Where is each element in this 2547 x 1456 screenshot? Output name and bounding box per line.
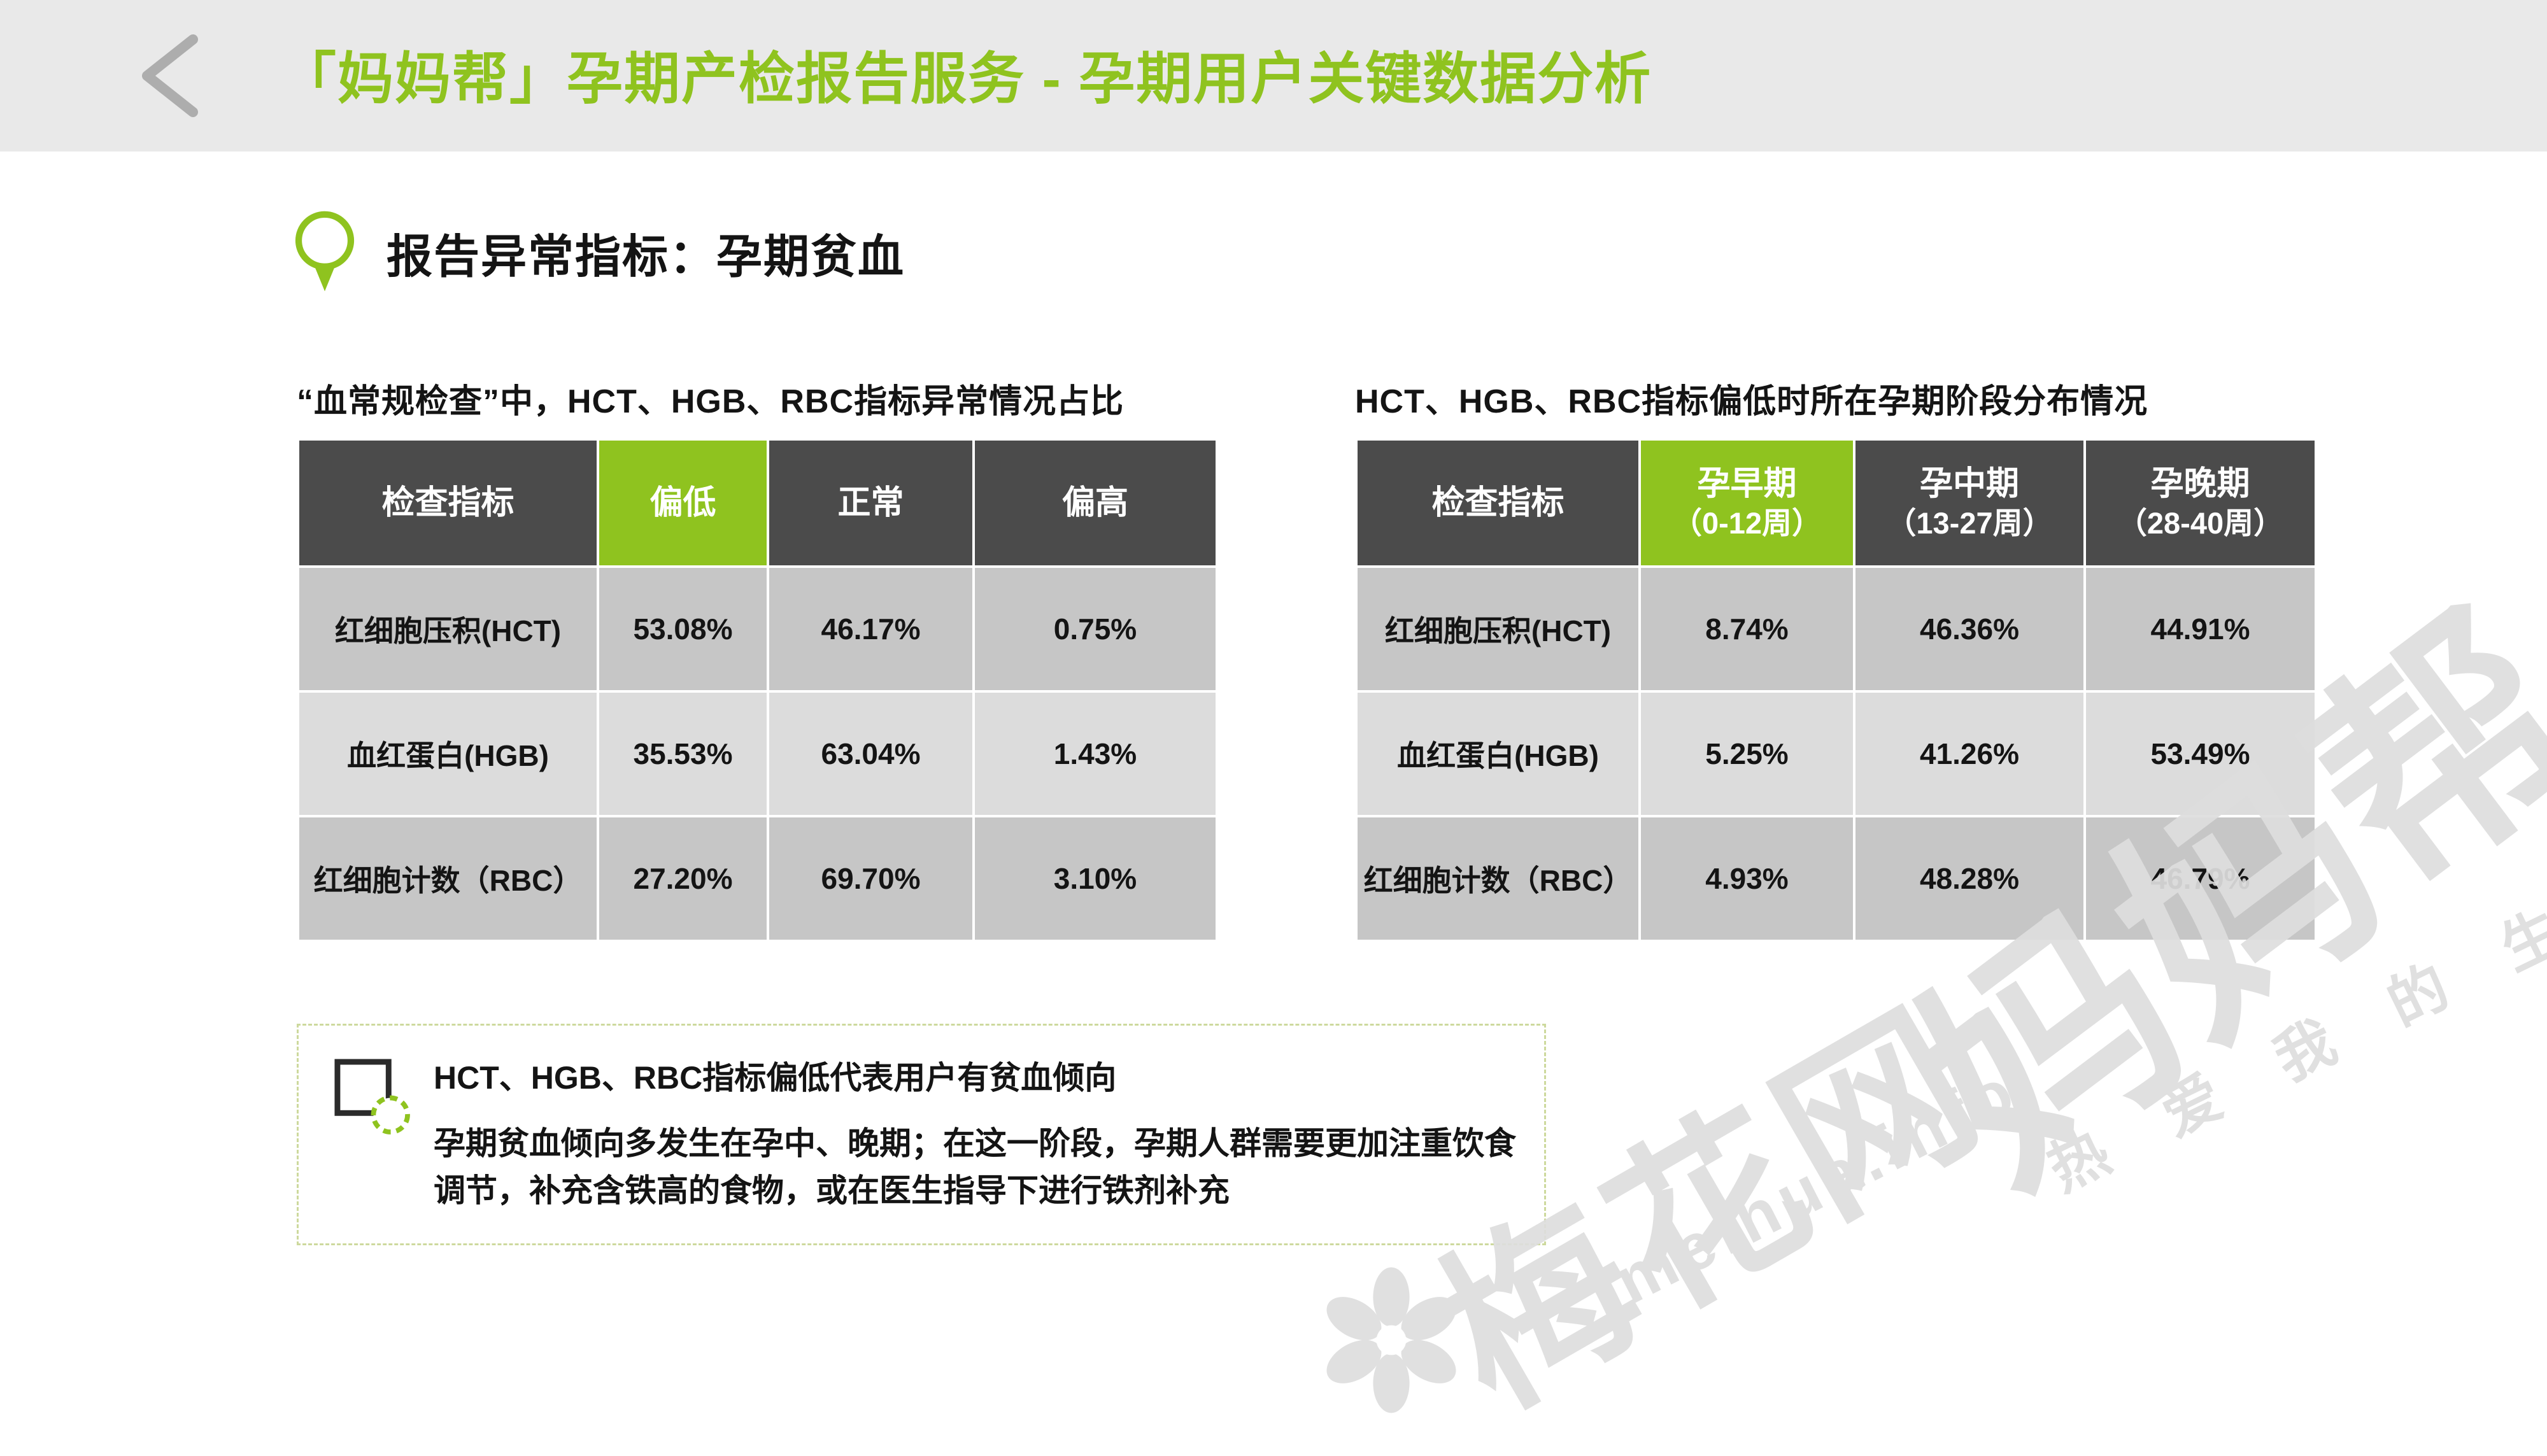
- header-main: 孕中期: [1919, 465, 2019, 503]
- cell-value: 8.74%: [1638, 565, 1855, 693]
- row-label: 血红蛋白(HGB): [1355, 690, 1641, 817]
- note-line-2: 孕期贫血倾向多发生在孕中、晚期；在这一阶段，孕期人群需要更加注重饮食调节，补充含…: [434, 1126, 1516, 1208]
- header-bar: 「妈妈帮」孕期产检报告服务 - 孕期用户关键数据分析: [0, 0, 2547, 152]
- row-label: 血红蛋白(HGB): [297, 690, 599, 817]
- header-sub: （28-40周）: [2117, 506, 2284, 541]
- note-text: HCT、HGB、RBC指标偏低代表用户有贫血倾向 孕期贫血倾向多发生在孕中、晚期…: [434, 1052, 1522, 1214]
- col-header-early: 孕早期 （0-12周）: [1638, 438, 1855, 568]
- cell-value: 46.79%: [2083, 815, 2317, 942]
- col-header-low: 偏低: [597, 438, 769, 568]
- table-row: 血红蛋白(HGB) 5.25% 41.26% 53.49%: [1355, 690, 2317, 817]
- cell-value: 27.20%: [597, 815, 769, 942]
- col-header-indicator: 检查指标: [1355, 438, 1641, 568]
- col-header-high: 偏高: [972, 438, 1218, 568]
- page-title: 「妈妈帮」孕期产检报告服务 - 孕期用户关键数据分析: [280, 46, 1652, 110]
- cell-value: 53.08%: [597, 565, 769, 693]
- table-row: 血红蛋白(HGB) 35.53% 63.04% 1.43%: [297, 690, 1218, 817]
- cell-value: 48.28%: [1853, 815, 2086, 942]
- table-row: 红细胞计数（RBC） 4.93% 48.28% 46.79%: [1355, 815, 2317, 942]
- watermark-meihua-url: meihua.info: [1603, 1052, 2031, 1318]
- table-header-row: 检查指标 孕早期 （0-12周） 孕中期 （13-27周） 孕晚期 （28-40…: [1355, 438, 2317, 568]
- row-label: 红细胞压积(HCT): [297, 565, 599, 693]
- header-main: 孕早期: [1697, 465, 1797, 503]
- section-header: 报告异常指标：孕期贫血: [290, 210, 905, 294]
- abnormal-ratio-table: 检查指标 偏低 正常 偏高 红细胞压积(HCT) 53.08% 46.17% 0…: [297, 438, 1218, 942]
- section-title: 报告异常指标：孕期贫血: [387, 231, 905, 283]
- header-main: 孕晚期: [2150, 465, 2250, 503]
- note-line-1: HCT、HGB、RBC指标偏低代表用户有贫血倾向: [434, 1060, 1117, 1096]
- cell-value: 1.43%: [972, 690, 1218, 817]
- table-row: 红细胞压积(HCT) 8.74% 46.36% 44.91%: [1355, 565, 2317, 693]
- table-row: 红细胞压积(HCT) 53.08% 46.17% 0.75%: [297, 565, 1218, 693]
- cell-value: 4.93%: [1638, 815, 1855, 942]
- col-header-indicator: 检查指标: [297, 438, 599, 568]
- cell-value: 35.53%: [597, 690, 769, 817]
- col-header-late: 孕晚期 （28-40周）: [2083, 438, 2317, 568]
- row-label: 红细胞计数（RBC）: [1355, 815, 1641, 942]
- cell-value: 3.10%: [972, 815, 1218, 942]
- cell-value: 53.49%: [2083, 690, 2317, 817]
- col-header-normal: 正常: [767, 438, 975, 568]
- cell-value: 46.36%: [1853, 565, 2086, 693]
- back-button[interactable]: [137, 34, 201, 117]
- stage-distribution-table: 检查指标 孕早期 （0-12周） 孕中期 （13-27周） 孕晚期 （28-40…: [1355, 438, 2317, 942]
- cell-value: 41.26%: [1853, 690, 2086, 817]
- cell-value: 5.25%: [1638, 690, 1855, 817]
- location-pin-icon: [295, 211, 355, 292]
- col-header-mid: 孕中期 （13-27周）: [1853, 438, 2086, 568]
- cell-value: 44.91%: [2083, 565, 2317, 693]
- cell-value: 0.75%: [972, 565, 1218, 693]
- left-table-caption: “血常规检查”中，HCT、HGB、RBC指标异常情况占比: [297, 383, 1125, 420]
- cell-value: 46.17%: [767, 565, 975, 693]
- watermark-flower-icon: [1326, 1267, 1456, 1413]
- header-main: 检查指标: [1431, 484, 1564, 521]
- header-sub: （0-12周）: [1671, 506, 1822, 541]
- note-box: HCT、HGB、RBC指标偏低代表用户有贫血倾向 孕期贫血倾向多发生在孕中、晚期…: [297, 1024, 1546, 1245]
- row-label: 红细胞计数（RBC）: [297, 815, 599, 942]
- cell-value: 69.70%: [767, 815, 975, 942]
- back-chevron-icon: [142, 34, 198, 117]
- note-checkbox-icon: [334, 1059, 410, 1134]
- right-table-caption: HCT、HGB、RBC指标偏低时所在孕期阶段分布情况: [1355, 383, 2148, 420]
- table-row: 红细胞计数（RBC） 27.20% 69.70% 3.10%: [297, 815, 1218, 942]
- row-label: 红细胞压积(HCT): [1355, 565, 1641, 693]
- cell-value: 63.04%: [767, 690, 975, 817]
- table-header-row: 检查指标 偏低 正常 偏高: [297, 438, 1218, 568]
- header-sub: （13-27周）: [1886, 506, 2053, 541]
